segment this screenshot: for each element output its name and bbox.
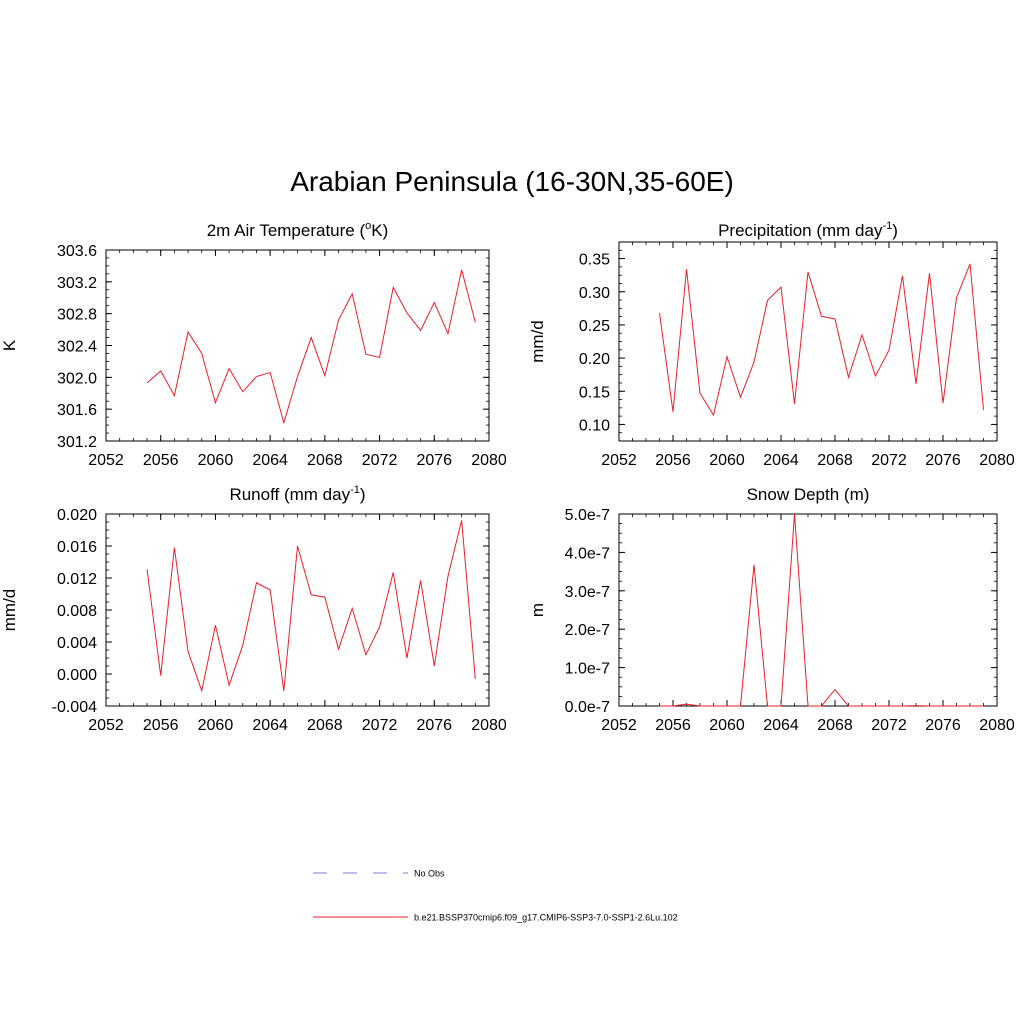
y-tick-label: 0.0e-7 <box>565 699 610 716</box>
y-tick-label: 302.8 <box>57 307 97 324</box>
y-tick-label: 0.30 <box>579 285 610 302</box>
chart-title-main: 2m Air Temperature ( <box>207 221 366 240</box>
chart-panel-3: 2052 2056 2060 2064 2068 2072 2076 2080 -0.004 0.… <box>0 484 507 734</box>
plot-frame <box>105 513 490 707</box>
y-tick-label: 2.0e-7 <box>565 622 610 639</box>
y-tick-label: 0.008 <box>57 603 97 620</box>
chart-title: Runoff (mm day-1) <box>229 484 365 504</box>
legend: No Obs b.e21.BSSP370cmip6.f09_g17.CMIP6-… <box>313 869 678 923</box>
chart-title: Snow Depth (m) <box>747 485 870 504</box>
plot-frame <box>618 513 998 707</box>
x-tick-label: 2068 <box>307 452 343 469</box>
x-tick-label: 2052 <box>601 717 637 734</box>
chart-title: 2m Air Temperature (oK) <box>207 220 389 240</box>
y-tick-label: 0.000 <box>57 667 97 684</box>
x-tick-label: 2064 <box>252 452 288 469</box>
x-tick-label: 2076 <box>416 717 452 734</box>
y-tick-label: 303.6 <box>57 243 97 260</box>
y-tick-label: 302.4 <box>57 339 97 356</box>
y-tick-label: 0.25 <box>579 318 610 335</box>
x-tick-label: 2068 <box>817 717 853 734</box>
x-tick-label: 2076 <box>925 717 961 734</box>
chart-title-main: Runoff (mm day <box>229 485 350 504</box>
x-tick-label: 2068 <box>817 452 853 469</box>
legend-obs-label: No Obs <box>414 869 445 879</box>
x-tick-label: 2080 <box>471 717 507 734</box>
series-line-1 <box>146 269 476 425</box>
y-axis-label: m <box>528 603 547 617</box>
x-tick-label: 2056 <box>655 717 691 734</box>
y-tick-label: 302.0 <box>57 370 97 387</box>
x-tick-label: 2072 <box>871 452 907 469</box>
series-line-1 <box>659 263 984 417</box>
x-tick-label: 2056 <box>143 452 179 469</box>
x-tick-label: 2064 <box>763 717 799 734</box>
x-tick-label: 2060 <box>198 452 234 469</box>
x-tick-label: 2052 <box>601 452 637 469</box>
plot-frame <box>105 249 490 442</box>
chart-title-tail: ) <box>892 221 898 240</box>
chart-title-superscript: -1 <box>882 220 892 232</box>
y-tick-label: 0.15 <box>579 384 610 401</box>
chart-title-main: Snow Depth (m) <box>747 485 870 504</box>
chart-panel-1: 2052 2056 2060 2064 2068 2072 2076 2080 301.2 301… <box>0 220 507 469</box>
x-tick-label: 2072 <box>362 717 398 734</box>
y-axis-label: mm/d <box>0 589 19 632</box>
y-tick-label: 1.0e-7 <box>565 661 610 678</box>
y-tick-label: 303.2 <box>57 275 97 292</box>
chart-title-main: Precipitation (mm day <box>718 221 883 240</box>
x-tick-label: 2072 <box>871 717 907 734</box>
x-tick-label: 2072 <box>362 452 398 469</box>
x-tick-label: 2060 <box>709 717 745 734</box>
y-tick-label: 4.0e-7 <box>565 545 610 562</box>
series-line-1 <box>659 513 984 707</box>
x-tick-label: 2080 <box>471 452 507 469</box>
y-tick-label: 0.20 <box>579 351 610 368</box>
x-tick-label: 2052 <box>88 452 124 469</box>
x-tick-label: 2076 <box>416 452 452 469</box>
x-tick-label: 2056 <box>655 452 691 469</box>
y-axis-label: mm/d <box>528 320 547 363</box>
page-title: Arabian Peninsula (16-30N,35-60E) <box>290 166 734 197</box>
x-tick-label: 2056 <box>143 717 179 734</box>
x-tick-label: 2060 <box>198 717 234 734</box>
x-tick-label: 2064 <box>252 717 288 734</box>
y-tick-label: 0.012 <box>57 571 97 588</box>
series-line-1 <box>146 520 476 693</box>
x-tick-label: 2052 <box>88 717 124 734</box>
y-tick-label: 301.2 <box>57 434 97 451</box>
chart-title-tail: ) <box>360 485 366 504</box>
y-axis-label: K <box>0 339 19 351</box>
y-tick-label: 0.004 <box>57 635 97 652</box>
chart-panel-4: 2052 2056 2060 2064 2068 2072 2076 2080 0.0e-7 1.… <box>528 485 1015 734</box>
x-tick-label: 2064 <box>763 452 799 469</box>
chart-title-tail: K) <box>371 221 388 240</box>
chart-title-superscript: o <box>365 220 371 232</box>
legend-model-label: b.e21.BSSP370cmip6.f09_g17.CMIP6-SSP3-7.… <box>414 913 678 923</box>
x-tick-label: 2076 <box>925 452 961 469</box>
y-tick-label: 0.10 <box>579 417 610 434</box>
y-tick-label: 301.6 <box>57 402 97 419</box>
y-tick-label: 5.0e-7 <box>565 507 610 524</box>
y-tick-label: 0.020 <box>57 507 97 524</box>
x-tick-label: 2060 <box>709 452 745 469</box>
x-tick-label: 2068 <box>307 717 343 734</box>
chart-title-superscript: -1 <box>350 484 360 496</box>
chart-panel-2: 2052 2056 2060 2064 2068 2072 2076 2080 0.10 0.15… <box>528 220 1015 469</box>
y-tick-label: 0.35 <box>579 252 610 269</box>
y-tick-label: -0.004 <box>52 699 97 716</box>
x-tick-label: 2080 <box>979 452 1015 469</box>
y-tick-label: 3.0e-7 <box>565 584 610 601</box>
y-tick-label: 0.016 <box>57 539 97 556</box>
chart-title: Precipitation (mm day-1) <box>718 220 898 240</box>
x-tick-label: 2080 <box>979 717 1015 734</box>
